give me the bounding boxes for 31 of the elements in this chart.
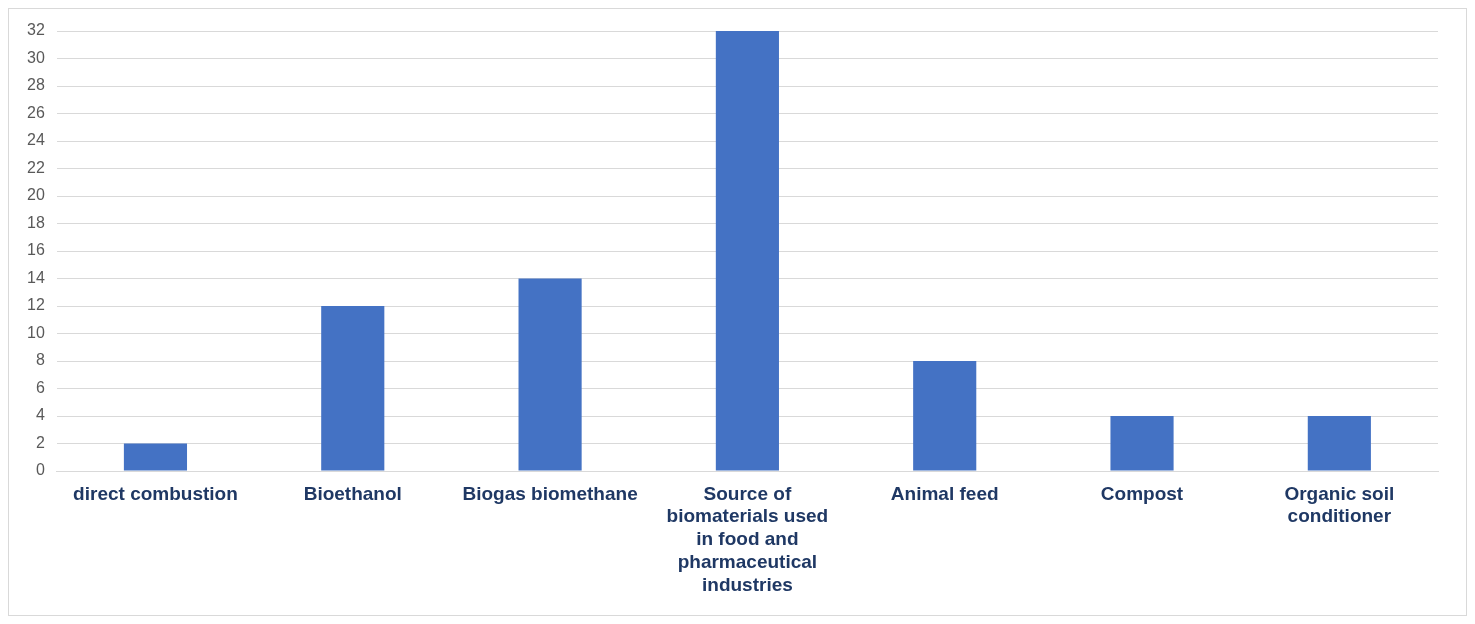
y-tick-label: 26 [27,103,45,121]
y-tick-label: 10 [27,323,45,341]
x-tick-label: Bioethanol [303,482,402,504]
bar [1307,416,1371,471]
bar [1110,416,1174,471]
y-tick-label: 22 [27,158,45,176]
bar [715,31,779,471]
y-tick-label: 4 [35,406,45,424]
x-tick-label: Biogas biomethane [462,482,638,504]
y-tick-label: 2 [35,433,45,451]
x-tick-label: Organic soil conditioner [1284,482,1395,527]
y-tick-label: 16 [27,241,45,259]
bar [913,361,977,471]
y-tick-label: 32 [27,21,45,39]
bar [518,278,582,471]
y-tick-label: 30 [27,48,45,66]
bar [321,306,385,471]
y-tick-label: 0 [35,461,45,479]
y-tick-label: 20 [27,186,45,204]
x-tick-label: Animal feed [890,482,999,504]
y-tick-label: 6 [35,378,45,396]
y-tick-label: 28 [27,76,45,94]
y-tick-label: 18 [27,213,45,231]
x-tick-label: Source of biomaterials used in food and pharmaceutical industries [666,482,829,595]
y-tick-label: 14 [27,268,45,286]
x-tick-label: direct combustion [73,482,238,504]
bar [123,443,188,471]
y-tick-label: 24 [27,131,45,149]
y-tick-label: 12 [27,296,45,314]
x-tick-label: Compost [1100,482,1184,504]
y-tick-label: 8 [35,351,45,369]
